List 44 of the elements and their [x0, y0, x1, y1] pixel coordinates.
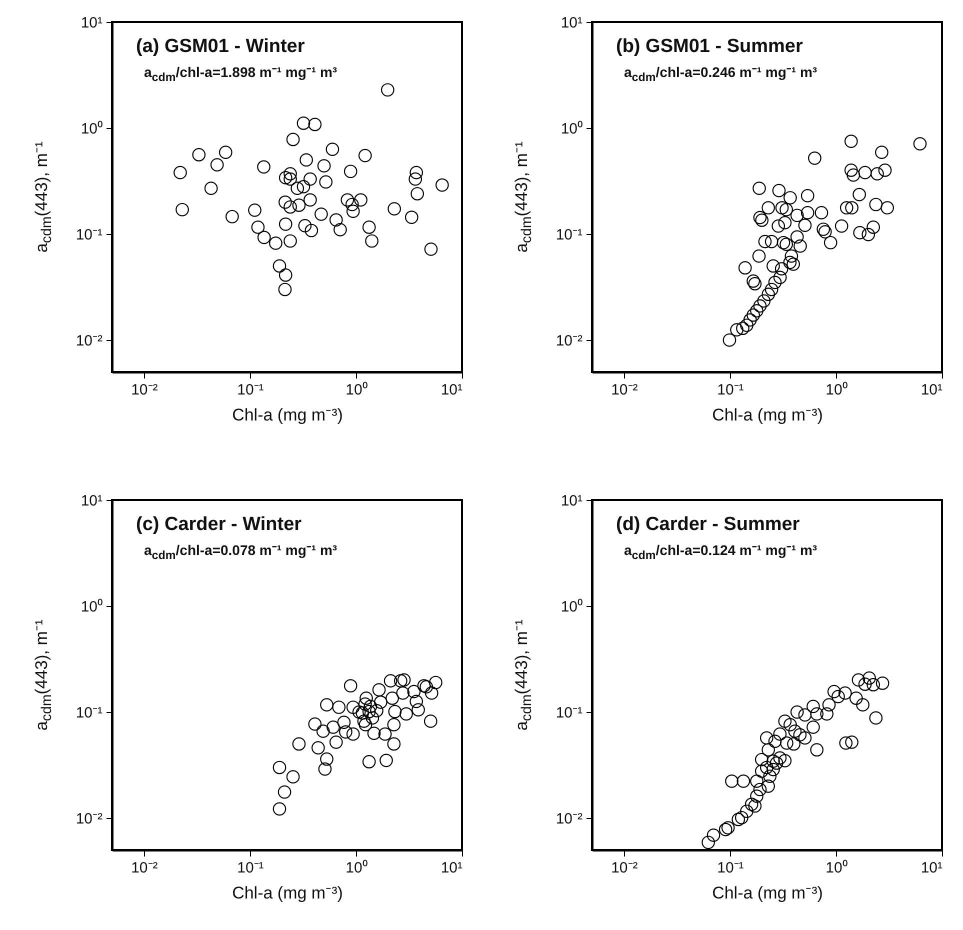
text: (a) GSM01 - Winter: [136, 36, 305, 58]
y-tick-label: 10¹: [560, 14, 582, 32]
x-tick-label: 10⁰: [346, 860, 368, 876]
x-tick-label: 10¹: [440, 860, 462, 876]
x-tick-label: 10⁻²: [611, 382, 638, 398]
y-tick-label: 10⁻²: [556, 332, 582, 350]
x-tick-label: 10⁻¹: [237, 382, 264, 398]
text: a$_{cdm}$/chl-a=1.898 m⁻¹ mg⁻¹ m³: [144, 63, 338, 84]
x-tick-label: 10⁻¹: [717, 860, 744, 876]
y-tick-label: 10⁻²: [76, 332, 102, 350]
text: (d) Carder - Summer: [616, 514, 800, 536]
x-axis-title: Chl-a (mg m⁻³): [712, 884, 823, 902]
x-tick-label: 10⁰: [346, 382, 368, 398]
x-tick-label: 10⁰: [826, 860, 848, 876]
text: (c) Carder - Winter: [136, 514, 302, 536]
y-tick-label: 10⁻²: [76, 810, 102, 828]
y-tick-label: 10⁻¹: [76, 704, 102, 722]
y-tick-label: 10⁰: [560, 120, 582, 138]
text: a$_{cdm}$/chl-a=0.124 m⁻¹ mg⁻¹ m³: [624, 541, 818, 562]
x-axis-title: Chl-a (mg m⁻³): [712, 406, 823, 424]
y-tick-label: 10⁻¹: [556, 704, 582, 722]
x-tick-label: 10¹: [920, 860, 942, 876]
text: (b) GSM01 - Summer: [616, 36, 803, 58]
x-axis-title: Chl-a (mg m⁻³): [232, 406, 343, 424]
x-tick-label: 10⁻²: [131, 382, 158, 398]
x-tick-label: 10⁻¹: [237, 860, 264, 876]
x-tick-label: 10⁻¹: [717, 382, 744, 398]
x-tick-label: 10⁰: [826, 382, 848, 398]
text: a$_{cdm}$/chl-a=0.078 m⁻¹ mg⁻¹ m³: [144, 541, 338, 562]
x-axis-title: Chl-a (mg m⁻³): [232, 884, 343, 902]
x-tick-label: 10⁻²: [131, 860, 158, 876]
x-tick-label: 10¹: [440, 382, 462, 398]
y-tick-label: 10⁰: [80, 598, 102, 616]
x-tick-label: 10¹: [920, 382, 942, 398]
x-tick-label: 10⁻²: [611, 860, 638, 876]
y-tick-label: 10¹: [80, 492, 102, 510]
y-tick-label: 10⁻¹: [556, 226, 582, 244]
text: a$_{cdm}$/chl-a=0.246 m⁻¹ mg⁻¹ m³: [624, 63, 818, 84]
y-tick-label: 10¹: [560, 492, 582, 510]
y-tick-label: 10⁻²: [556, 810, 582, 828]
y-tick-label: 10⁰: [80, 120, 102, 138]
y-tick-label: 10¹: [80, 14, 102, 32]
y-tick-label: 10⁰: [560, 598, 582, 616]
y-tick-label: 10⁻¹: [76, 226, 102, 244]
